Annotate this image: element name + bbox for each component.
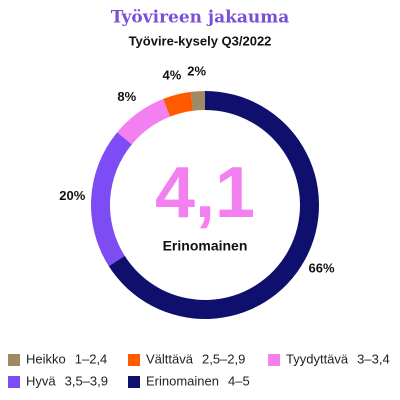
legend-range: 3–3,4 [357,351,390,366]
legend-label: Hyvä [26,373,56,388]
legend-label: Erinomainen [146,373,219,388]
center-caption: Erinomainen [163,238,248,254]
legend-range: 3,5–3,9 [65,373,108,388]
center-value: 4,1 [155,153,255,233]
donut-segment [117,99,171,145]
value-label: 2% [187,64,206,79]
chart-subtitle: Työvire-kysely Q3/2022 [129,33,272,48]
chart-title: Työvireen jakauma [111,8,290,28]
legend-swatch [128,376,140,388]
legend-label: Välttävä [146,351,194,366]
donut-segment [190,91,205,111]
legend-range: 1–2,4 [75,351,108,366]
value-label: 20% [59,188,85,203]
legend-range: 4–5 [228,373,250,388]
legend-swatch [8,376,20,388]
value-label: 8% [117,89,136,104]
legend-swatch [128,354,140,366]
value-label: 66% [309,261,335,276]
legend-swatch [268,354,280,366]
legend-label: Tyydyttävä [286,351,349,366]
legend-range: 2,5–2,9 [202,351,245,366]
value-label: 4% [163,68,182,83]
donut-segment [163,91,194,117]
legend-label: Heikko [26,351,66,366]
donut-segment [91,132,132,267]
legend-swatch [8,354,20,366]
